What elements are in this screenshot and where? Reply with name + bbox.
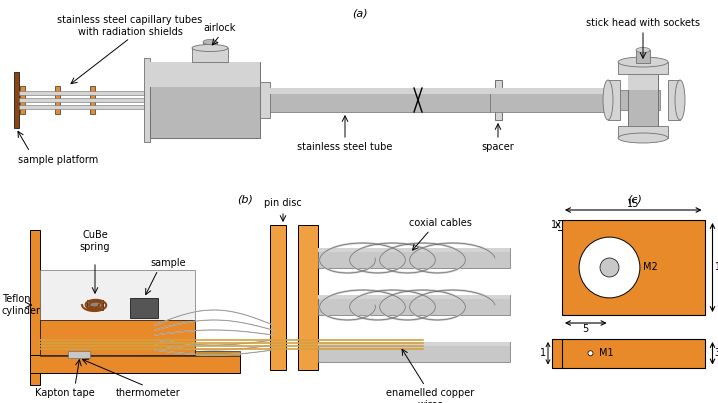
Text: enamelled copper
wires: enamelled copper wires xyxy=(386,388,474,403)
Text: stick head with sockets: stick head with sockets xyxy=(586,18,700,28)
Bar xyxy=(192,48,228,62)
Bar xyxy=(318,248,510,252)
Text: stainless steel tube: stainless steel tube xyxy=(297,142,393,152)
Text: M1: M1 xyxy=(599,348,613,358)
Bar xyxy=(19,98,144,102)
Text: thermometer: thermometer xyxy=(116,388,180,398)
Ellipse shape xyxy=(675,80,685,120)
Bar xyxy=(618,126,668,138)
Text: pin disc: pin disc xyxy=(264,198,302,208)
Bar xyxy=(30,230,40,385)
Text: airlock: airlock xyxy=(204,23,236,33)
Bar xyxy=(618,62,668,74)
Bar xyxy=(318,295,510,315)
Bar xyxy=(40,351,240,356)
Bar xyxy=(55,86,60,114)
Text: coxial cables: coxial cables xyxy=(409,218,472,228)
Bar xyxy=(270,88,490,112)
Bar xyxy=(19,91,144,95)
Circle shape xyxy=(579,237,640,298)
Bar xyxy=(150,62,260,138)
Bar xyxy=(40,270,195,355)
Bar xyxy=(270,225,286,370)
Bar xyxy=(628,72,658,90)
Bar xyxy=(130,298,158,318)
Bar xyxy=(144,58,150,142)
Text: (b): (b) xyxy=(237,195,253,205)
Text: (c): (c) xyxy=(628,195,643,205)
Bar xyxy=(87,300,103,310)
Bar xyxy=(68,351,90,358)
Text: 1: 1 xyxy=(551,220,557,230)
Bar xyxy=(318,342,510,346)
Bar xyxy=(628,72,658,128)
Bar xyxy=(636,50,650,63)
Text: CuBe
spring: CuBe spring xyxy=(80,231,111,252)
Bar xyxy=(90,86,95,114)
Bar xyxy=(490,88,610,112)
Bar xyxy=(552,339,564,368)
Bar xyxy=(490,88,610,94)
Text: 15: 15 xyxy=(627,199,640,209)
Bar xyxy=(19,105,144,109)
Bar xyxy=(562,220,704,315)
Bar xyxy=(40,320,195,355)
Text: sample: sample xyxy=(150,258,186,268)
Text: Teflon
cylinder: Teflon cylinder xyxy=(2,294,41,316)
Bar xyxy=(298,225,318,370)
Bar xyxy=(318,248,510,268)
Bar xyxy=(203,42,217,50)
Ellipse shape xyxy=(618,133,668,143)
Circle shape xyxy=(600,258,619,277)
Bar xyxy=(318,342,510,362)
Text: M2: M2 xyxy=(643,262,658,272)
Ellipse shape xyxy=(618,57,668,67)
Text: 5: 5 xyxy=(582,324,589,334)
Text: sample platform: sample platform xyxy=(18,155,98,165)
Text: 1: 1 xyxy=(540,348,546,358)
Circle shape xyxy=(588,351,593,356)
Bar xyxy=(150,62,260,87)
Text: 10: 10 xyxy=(714,262,718,272)
Bar xyxy=(562,339,704,368)
Bar xyxy=(30,355,240,373)
Bar xyxy=(495,80,502,120)
Ellipse shape xyxy=(636,48,650,52)
Text: stainless steel capillary tubes
with radiation shields: stainless steel capillary tubes with rad… xyxy=(57,15,202,37)
Bar xyxy=(14,72,19,128)
Ellipse shape xyxy=(603,80,613,120)
Ellipse shape xyxy=(203,39,217,44)
Bar xyxy=(270,88,490,94)
Bar xyxy=(20,86,25,114)
Ellipse shape xyxy=(192,44,228,52)
Bar xyxy=(608,80,620,120)
Text: (a): (a) xyxy=(353,8,368,18)
Bar xyxy=(260,82,270,118)
Bar xyxy=(318,295,510,299)
Text: Kapton tape: Kapton tape xyxy=(35,388,95,398)
Text: 3: 3 xyxy=(714,348,718,358)
Text: spacer: spacer xyxy=(482,142,514,152)
Bar xyxy=(668,80,680,120)
Bar xyxy=(610,90,660,110)
